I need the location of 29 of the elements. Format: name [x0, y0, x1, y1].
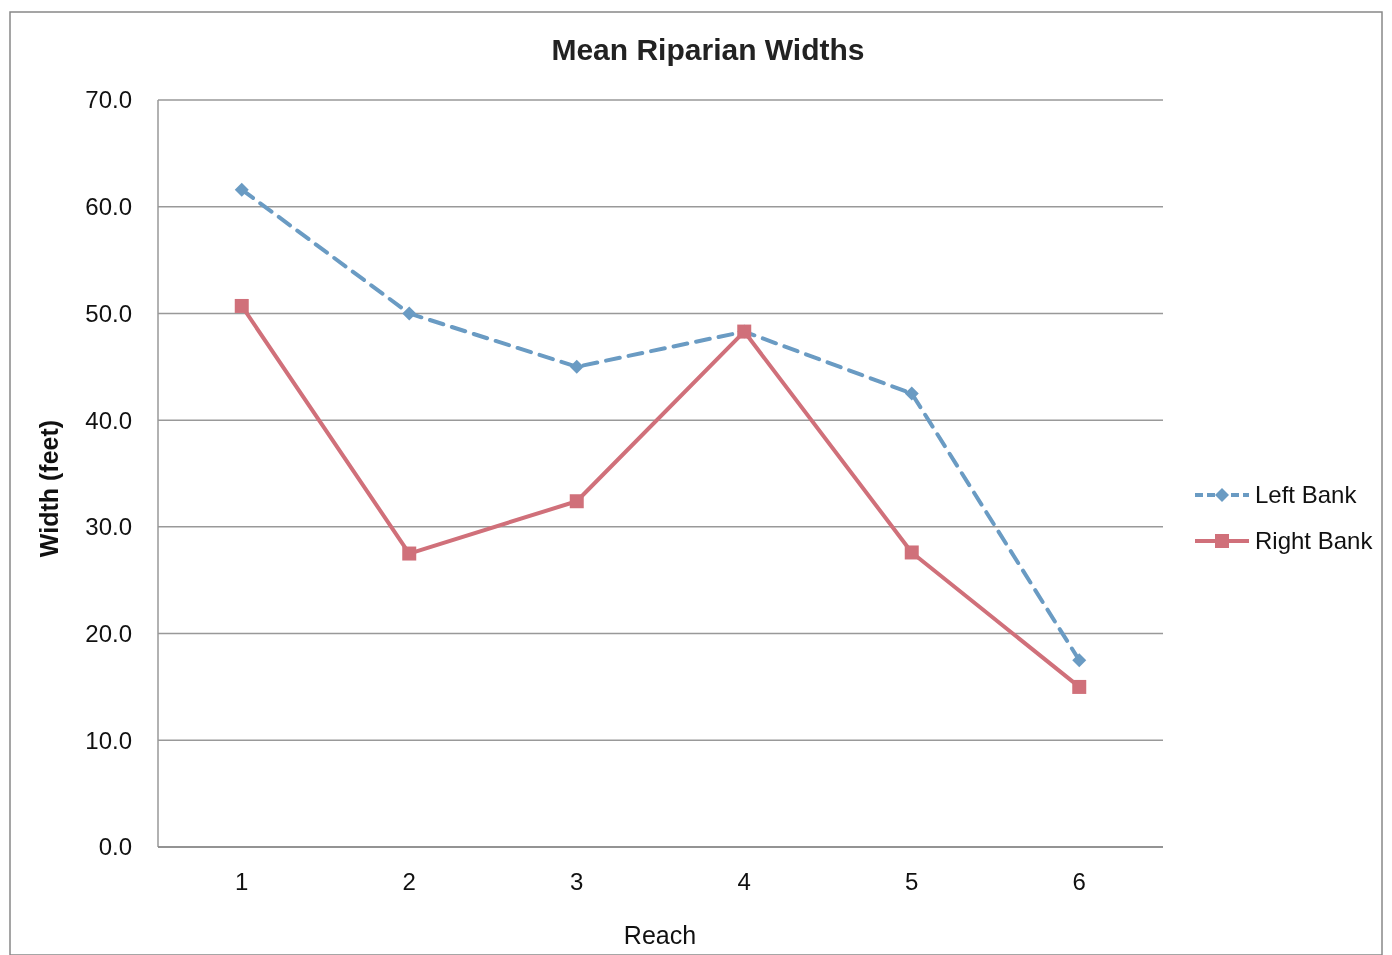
point — [569, 359, 584, 374]
y-tick-label: 30.0 — [85, 513, 132, 541]
x-tick-label: 1 — [235, 868, 249, 895]
legend-label: Right Bank — [1255, 527, 1374, 555]
point — [402, 546, 417, 561]
point — [234, 298, 249, 313]
point — [1072, 653, 1087, 668]
y-tick-label: 10.0 — [85, 726, 132, 754]
x-tick-label: 3 — [570, 868, 584, 895]
chart-title: Mean Riparian Widths — [551, 33, 865, 66]
point — [904, 386, 919, 401]
y-tick-label: 40.0 — [85, 406, 132, 434]
x-tick-label: 5 — [905, 868, 919, 895]
y-tick-label: 60.0 — [85, 193, 132, 221]
point — [234, 182, 249, 197]
x-tick-label: 4 — [737, 868, 751, 895]
y-tick-label: 0.0 — [98, 833, 132, 861]
point — [402, 306, 417, 321]
x-axis-title: Reach — [623, 921, 697, 949]
legend-label: Left Bank — [1255, 481, 1358, 509]
point — [569, 494, 584, 509]
x-tick-label: 6 — [1072, 868, 1086, 895]
x-tick-label: 2 — [402, 868, 416, 895]
y-tick-label: 50.0 — [85, 299, 132, 327]
y-axis-title: Width (feet) — [35, 419, 63, 558]
point — [1072, 679, 1087, 694]
y-tick-label: 20.0 — [85, 619, 132, 647]
y-tick-label: 70.0 — [85, 86, 132, 114]
point — [904, 545, 919, 560]
